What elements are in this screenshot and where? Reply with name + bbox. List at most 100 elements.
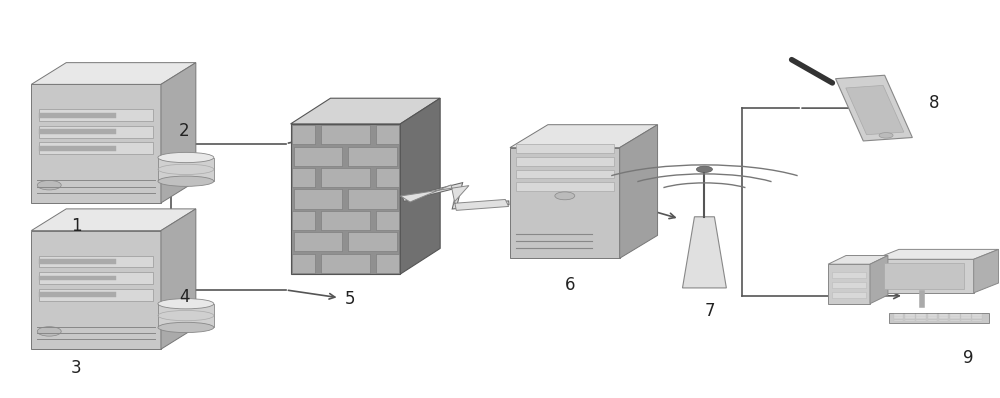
Polygon shape [846,86,904,135]
Polygon shape [39,113,116,117]
Polygon shape [828,256,888,264]
Polygon shape [974,250,999,293]
Circle shape [696,166,712,172]
Polygon shape [39,146,116,151]
Polygon shape [950,314,960,316]
Polygon shape [158,158,214,181]
Circle shape [879,133,893,138]
Polygon shape [874,250,999,259]
Polygon shape [894,318,903,320]
Polygon shape [916,316,926,318]
Polygon shape [905,316,915,318]
Polygon shape [31,209,196,230]
Polygon shape [510,148,620,258]
Polygon shape [400,98,440,274]
Polygon shape [39,292,116,297]
Polygon shape [916,320,926,321]
Polygon shape [939,320,948,321]
Polygon shape [321,125,370,144]
Polygon shape [39,259,116,264]
Polygon shape [870,256,888,304]
Polygon shape [39,256,153,267]
Ellipse shape [158,176,214,186]
Polygon shape [39,129,116,134]
Polygon shape [348,189,397,209]
Polygon shape [376,254,399,273]
Text: 9: 9 [963,349,974,367]
Polygon shape [828,264,870,304]
Polygon shape [516,182,614,191]
Polygon shape [376,125,399,144]
Polygon shape [516,157,614,166]
Polygon shape [939,314,948,316]
Polygon shape [874,259,974,293]
Polygon shape [939,316,948,318]
Polygon shape [950,318,960,320]
Polygon shape [836,75,912,141]
Polygon shape [516,170,614,178]
Polygon shape [158,304,214,328]
Polygon shape [291,124,400,274]
Polygon shape [916,318,926,320]
Polygon shape [39,289,153,300]
Polygon shape [39,109,153,121]
Polygon shape [972,320,982,321]
Text: 5: 5 [345,290,356,308]
Polygon shape [620,125,658,258]
Polygon shape [928,314,937,316]
Polygon shape [894,320,903,321]
Polygon shape [939,318,948,320]
Polygon shape [292,254,315,273]
Polygon shape [516,144,614,153]
Polygon shape [884,263,964,289]
Text: 2: 2 [179,122,190,140]
Polygon shape [950,316,960,318]
Text: 7: 7 [704,302,715,320]
Text: 6: 6 [565,276,575,294]
Polygon shape [31,230,161,349]
Polygon shape [905,314,915,316]
Polygon shape [39,126,153,138]
Polygon shape [950,320,960,321]
Polygon shape [294,146,342,166]
Polygon shape [894,314,903,316]
Polygon shape [294,189,342,209]
Polygon shape [972,314,982,316]
Polygon shape [376,168,399,187]
Polygon shape [905,320,915,321]
Polygon shape [161,209,196,349]
Polygon shape [905,318,915,320]
Polygon shape [832,292,866,298]
Polygon shape [291,98,440,124]
Polygon shape [292,125,315,144]
Polygon shape [961,320,971,321]
Polygon shape [972,318,982,320]
Text: 1: 1 [71,217,81,234]
Polygon shape [376,211,399,230]
Circle shape [37,327,61,336]
Polygon shape [510,125,658,148]
Polygon shape [894,316,903,318]
Ellipse shape [158,298,214,309]
Polygon shape [916,314,926,316]
Polygon shape [321,254,370,273]
Polygon shape [348,146,397,166]
Polygon shape [294,232,342,252]
Polygon shape [961,314,971,316]
Text: 8: 8 [929,94,939,112]
Polygon shape [961,316,971,318]
Polygon shape [400,185,509,211]
Polygon shape [321,211,370,230]
Polygon shape [348,232,397,252]
Polygon shape [292,211,315,230]
Ellipse shape [158,322,214,333]
Text: 4: 4 [179,288,189,306]
Circle shape [555,192,575,200]
Circle shape [37,180,61,190]
Polygon shape [889,312,989,322]
Polygon shape [161,62,196,203]
Polygon shape [832,272,866,278]
Polygon shape [39,276,116,281]
Polygon shape [31,62,196,84]
Polygon shape [928,316,937,318]
